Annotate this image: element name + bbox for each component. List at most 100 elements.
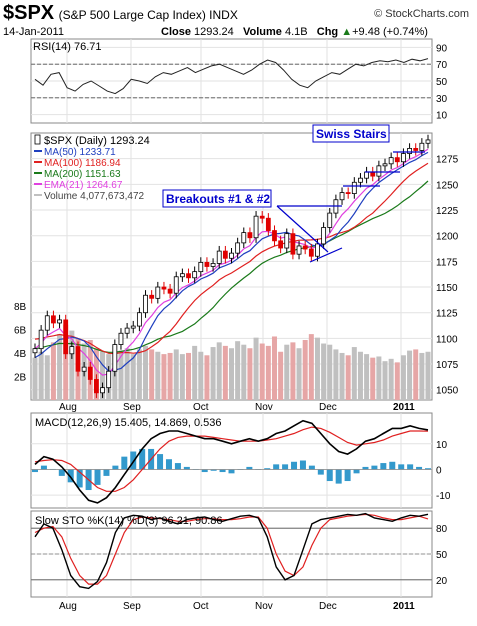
candle-body [69,346,75,355]
volume-bar [290,342,296,400]
candle-body [253,215,259,239]
volume-bar [155,351,161,400]
volume-bar [296,348,302,400]
macd-histogram-bar [282,464,289,470]
volume-bar [130,354,136,400]
chg-value: +9.48 (+0.74%) [352,26,428,38]
volume-bar [118,350,124,400]
macd-histogram-bar [94,469,101,485]
y-tick-label: 70 [436,60,448,71]
candle-body [229,252,234,259]
candle-body [339,192,345,201]
y-tick-label: 30 [436,94,448,105]
volume-bar [370,357,376,400]
macd-histogram-bar [228,469,235,474]
volume-bar [192,345,198,400]
macd-histogram-bar [165,459,172,470]
y-tick-label: 80 [436,524,448,535]
ticker-symbol: $SPX [3,2,55,24]
candle-body [235,242,241,254]
macd-histogram-bar [112,465,119,470]
candle-body [241,232,247,244]
macd-histogram-bar [174,463,181,470]
sto-k-line [34,512,429,590]
candle-body [44,315,50,331]
annotation-breakouts: Breakouts #1 & #2 [166,192,270,206]
legend-entry: Volume 4,077,673,472 [44,191,145,202]
rsi-title: RSI(14) 76.71 [33,41,101,53]
candle-body [388,157,394,165]
volume-bar [235,341,241,400]
macd-histogram-bar [183,466,190,470]
volume-bar [339,352,345,400]
x-tick-label: Aug [59,601,77,612]
candle-body [247,232,253,239]
candle-body [216,250,222,264]
volume-bar [259,343,265,400]
volume-bar [167,352,173,400]
y-tick-label: 1250 [436,180,459,191]
close-value: 1293.24 [194,26,234,38]
macd-histogram-bar [67,469,74,483]
volume-bar [314,337,320,400]
macd-histogram-bar [40,465,47,470]
candle-body [130,325,136,329]
candle-body [425,139,431,144]
candle-body [265,217,271,231]
candle-body [358,177,363,183]
candle-body [407,148,412,154]
legend-entry: MA(100) 1186.94 [44,158,121,169]
volume-bar [284,344,290,400]
macd-histogram-bar [246,466,253,470]
close-label: Close [161,26,191,38]
x-tick-label: 2011 [393,601,415,612]
macd-histogram-bar [273,464,280,470]
candle-body [345,192,351,194]
candle-body [222,250,228,259]
candle-body [321,227,327,245]
quote-date: 14-Jan-2011 [3,26,64,38]
candle-body [290,233,296,255]
volume-bar [333,349,339,400]
volume-bar [345,355,351,400]
macd-histogram-bar [139,448,146,470]
macd-histogram-bar [326,469,333,482]
candle-body [149,294,155,299]
y-tick-label: 1275 [436,155,459,166]
candle-body [370,171,376,177]
y-tick-label: 1075 [436,360,459,371]
y-tick-label: 50 [436,550,448,561]
candle-body [124,327,130,334]
rsi-line [34,58,429,95]
macd-histogram-bar [299,460,306,470]
candle-body [278,240,284,249]
candle-body [315,243,320,257]
candle-body [63,319,69,355]
macd-histogram-bar [210,469,217,471]
annotation-swiss-stairs: Swiss Stairs [316,127,387,141]
annotation-box [312,124,390,143]
macd-histogram-bar [389,461,396,470]
ma100-line [34,162,429,355]
candle-body [327,212,333,228]
legend-entry: $SPX (Daily) 1293.24 [44,135,150,147]
volume-bar [44,355,50,400]
macd-line [34,419,429,504]
y-tick-label: 1150 [436,283,458,294]
y-tick-label: 90 [436,43,448,54]
candle-body [419,142,425,151]
candle-body [87,366,93,380]
volume-bar [179,354,185,400]
candle-body [308,248,314,257]
volume-bar [222,345,228,400]
candle-body [100,387,105,394]
candle-body [192,271,198,279]
candle-body [376,165,382,177]
volume-axis-label: 8B [14,302,27,313]
volume-bar [382,361,388,400]
volume-bar [253,337,259,400]
volume-bar [308,334,314,400]
volume-bar [247,348,253,400]
volume-bar [149,349,155,400]
volume-bar [364,354,370,400]
